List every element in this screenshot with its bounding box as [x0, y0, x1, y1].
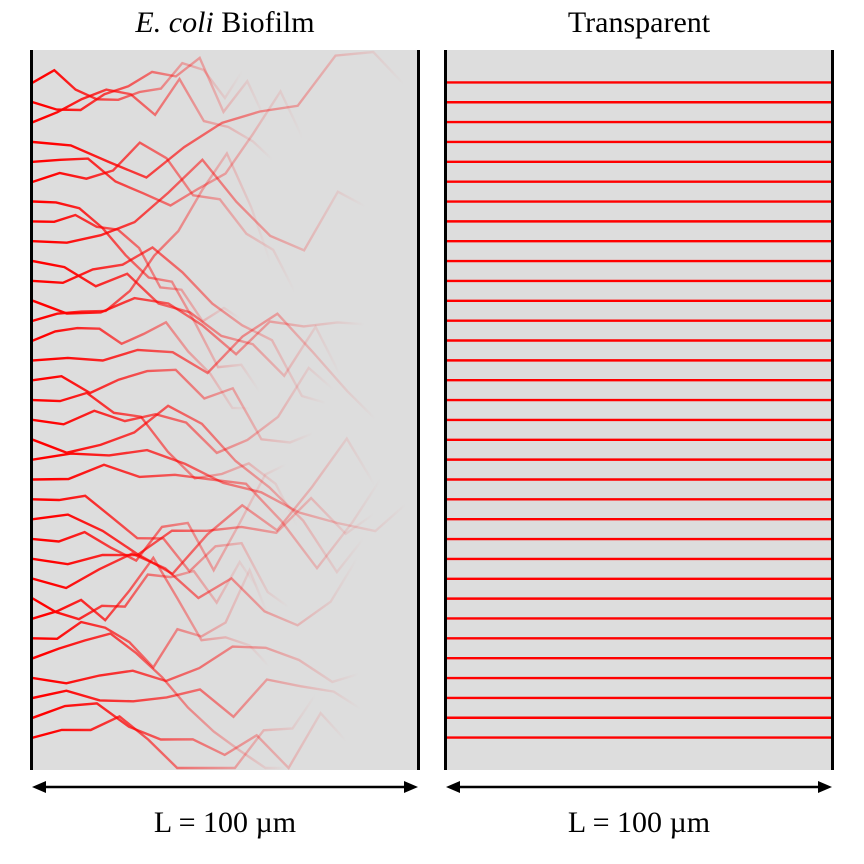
scattered-ray	[33, 370, 319, 443]
right-panel	[444, 50, 834, 770]
scattered-ray	[33, 58, 271, 132]
right-arrow	[444, 775, 834, 799]
left-title-rest: Biofilm	[214, 6, 315, 39]
scattered-ray	[33, 680, 367, 717]
scattered-ray	[33, 393, 303, 537]
left-xlabel: L = 100 µm	[30, 806, 420, 840]
biofilm-rays	[33, 50, 417, 770]
scattered-ray	[33, 91, 308, 205]
scattered-ray	[33, 247, 332, 404]
scattered-ray	[33, 647, 366, 684]
scattered-ray	[33, 298, 372, 354]
scattered-ray	[33, 153, 275, 320]
right-xlabel: L = 100 µm	[444, 806, 834, 840]
left-title-italic: E. coli	[135, 6, 213, 39]
left-panel	[30, 50, 420, 770]
scattered-ray	[33, 160, 372, 251]
left-arrow	[30, 775, 420, 799]
left-title: E. coli Biofilm	[30, 6, 420, 40]
scattered-ray	[33, 63, 246, 100]
transparent-rays	[447, 50, 831, 770]
right-title: Transparent	[444, 6, 834, 40]
scattered-ray	[33, 562, 263, 619]
scattered-ray	[33, 450, 413, 531]
